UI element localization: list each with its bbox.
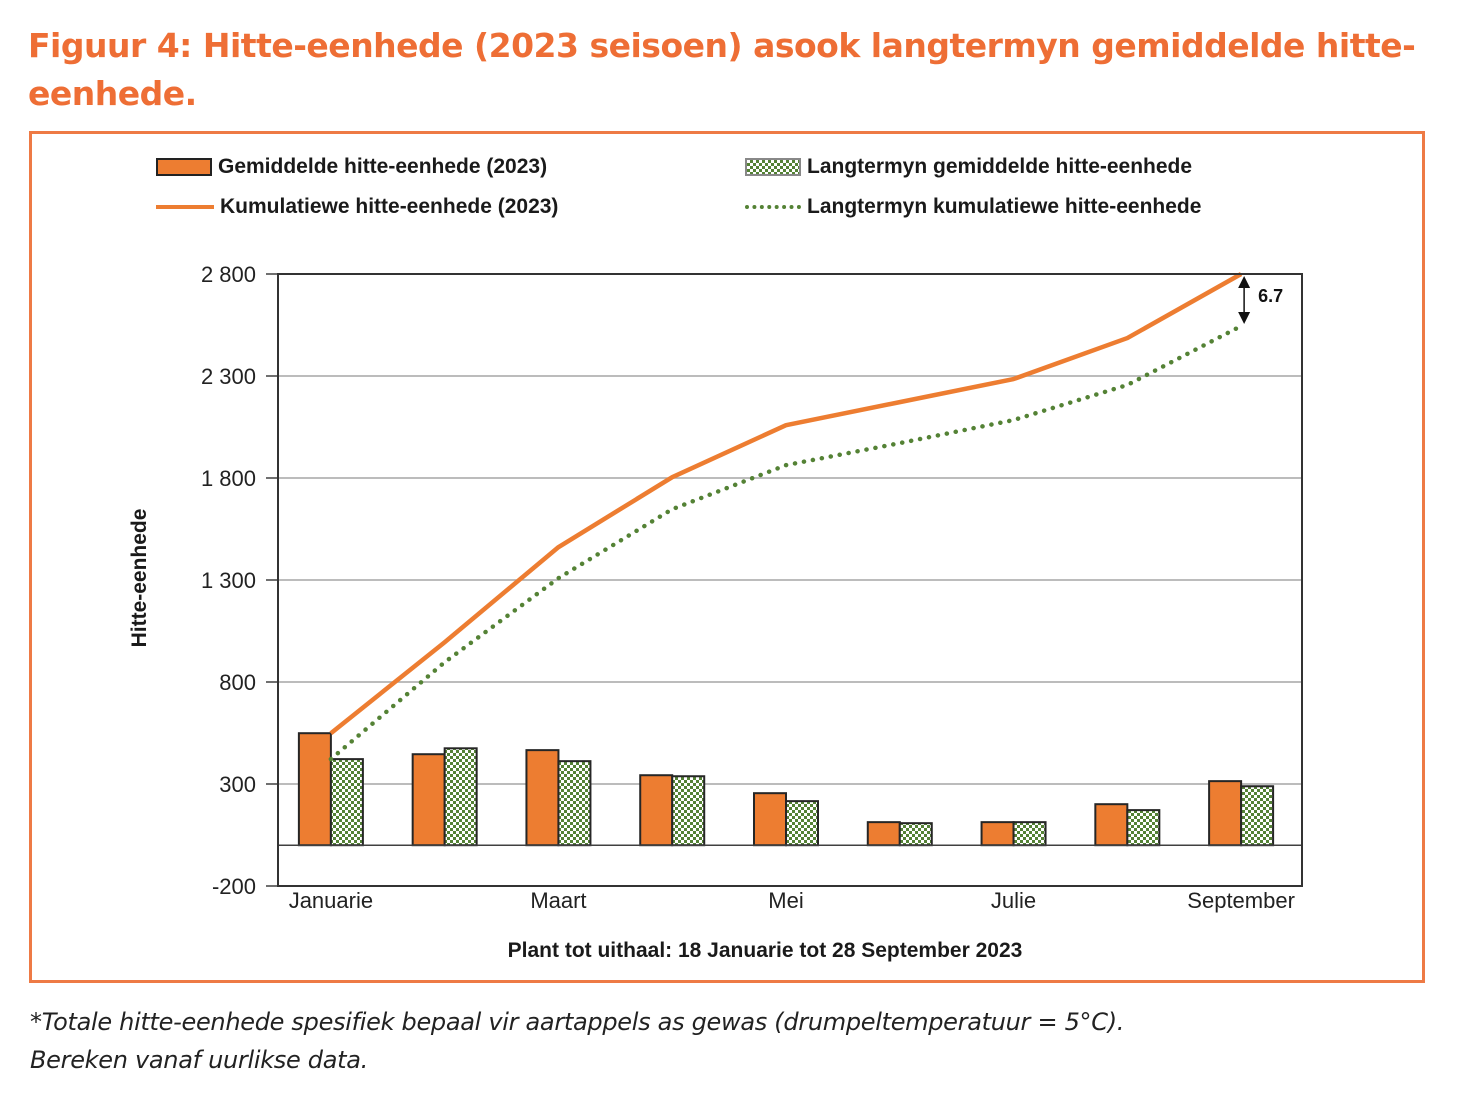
footnote-line-1: *Totale hitte-eenhede spesifiek bepaal v… — [30, 1008, 1125, 1036]
figure-title: Figuur 4: Hitte-eenhede (2023 seisoen) a… — [28, 26, 1416, 113]
legend-item-cumulative-2023: Kumulatiewe hitte-eenhede (2023) — [156, 195, 558, 219]
bar-avg-2023 — [980, 821, 1015, 847]
legend-item-longterm-cumulative: Langtermyn kumulatiewe hitte-eenhede — [745, 195, 1201, 219]
chart-svg: -200 300 800 1 300 1 800 2 300 2 800 Januarie Ma… — [128, 262, 1303, 962]
line-cumulative-2023 — [329, 272, 1243, 735]
legend-swatch-orange-bar — [156, 158, 212, 176]
y-tick-label: 2 300 — [201, 364, 256, 389]
y-tick-label: 1 800 — [201, 466, 256, 491]
y-tick-label: 1 300 — [201, 568, 256, 593]
legend-swatch-orange-line — [156, 205, 214, 209]
bar-longterm-avg — [329, 758, 364, 847]
line-longterm-cumulative — [328, 323, 1244, 762]
annotation-label: 6.7 — [1258, 286, 1283, 306]
x-tick-label: Mei — [768, 888, 803, 913]
legend-item-avg-2023: Gemiddelde hitte-eenhede (2023) — [156, 155, 547, 179]
bar-longterm-avg — [557, 760, 592, 847]
bar-avg-2023 — [753, 792, 787, 847]
legend-swatch-green-bar — [745, 158, 801, 176]
x-tick-label: Maart — [530, 888, 586, 913]
bar-longterm-avg — [1240, 785, 1275, 847]
y-tick-label: -200 — [212, 874, 256, 899]
bar-avg-2023 — [297, 732, 332, 847]
bar-avg-2023 — [411, 753, 446, 847]
bar-avg-2023 — [639, 774, 674, 847]
bar-longterm-avg — [898, 822, 933, 847]
bar-longterm-avg — [671, 775, 706, 847]
plot-area-border — [277, 273, 1303, 887]
legend-label: Gemiddelde hitte-eenhede (2023) — [218, 155, 548, 178]
bar-avg-2023 — [866, 821, 901, 847]
annotation-arrow-down-icon — [1238, 312, 1251, 325]
x-axis-label: Plant tot uithaal: 18 Januarie tot 28 Se… — [508, 939, 1023, 962]
bar-longterm-avg — [785, 800, 819, 847]
y-tick-label: 300 — [219, 772, 256, 797]
y-tick-label: 2 800 — [201, 262, 256, 287]
legend-swatch-green-dots — [745, 205, 801, 209]
bar-avg-2023 — [1208, 780, 1243, 847]
bar-longterm-avg — [1126, 809, 1161, 847]
chart-frame — [29, 131, 1425, 983]
legend-label: Langtermyn kumulatiewe hitte-eenhede — [807, 195, 1202, 218]
footnote: *Totale hitte-eenhede spesifiek bepaal v… — [30, 1003, 1124, 1079]
x-tick-label: Januarie — [289, 888, 373, 913]
x-tick-label: September — [1187, 888, 1295, 913]
bar-avg-2023 — [1094, 803, 1129, 847]
legend-label: Kumulatiewe hitte-eenhede (2023) — [220, 195, 559, 218]
y-axis-label: Hitte-eenhede — [128, 509, 151, 648]
bar-avg-2023 — [525, 749, 560, 847]
x-tick-label: Julie — [991, 888, 1036, 913]
bar-longterm-avg — [1012, 821, 1047, 847]
y-tick-label: 800 — [219, 670, 256, 695]
footnote-line-2: Bereken vanaf uurlikse data. — [30, 1046, 368, 1074]
legend-label: Langtermyn gemiddelde hitte-eenhede — [807, 155, 1193, 178]
annotation-arrow-up-icon — [1238, 276, 1251, 288]
bar-longterm-avg — [443, 747, 478, 847]
legend-item-longterm-avg: Langtermyn gemiddelde hitte-eenhede — [745, 155, 1192, 179]
